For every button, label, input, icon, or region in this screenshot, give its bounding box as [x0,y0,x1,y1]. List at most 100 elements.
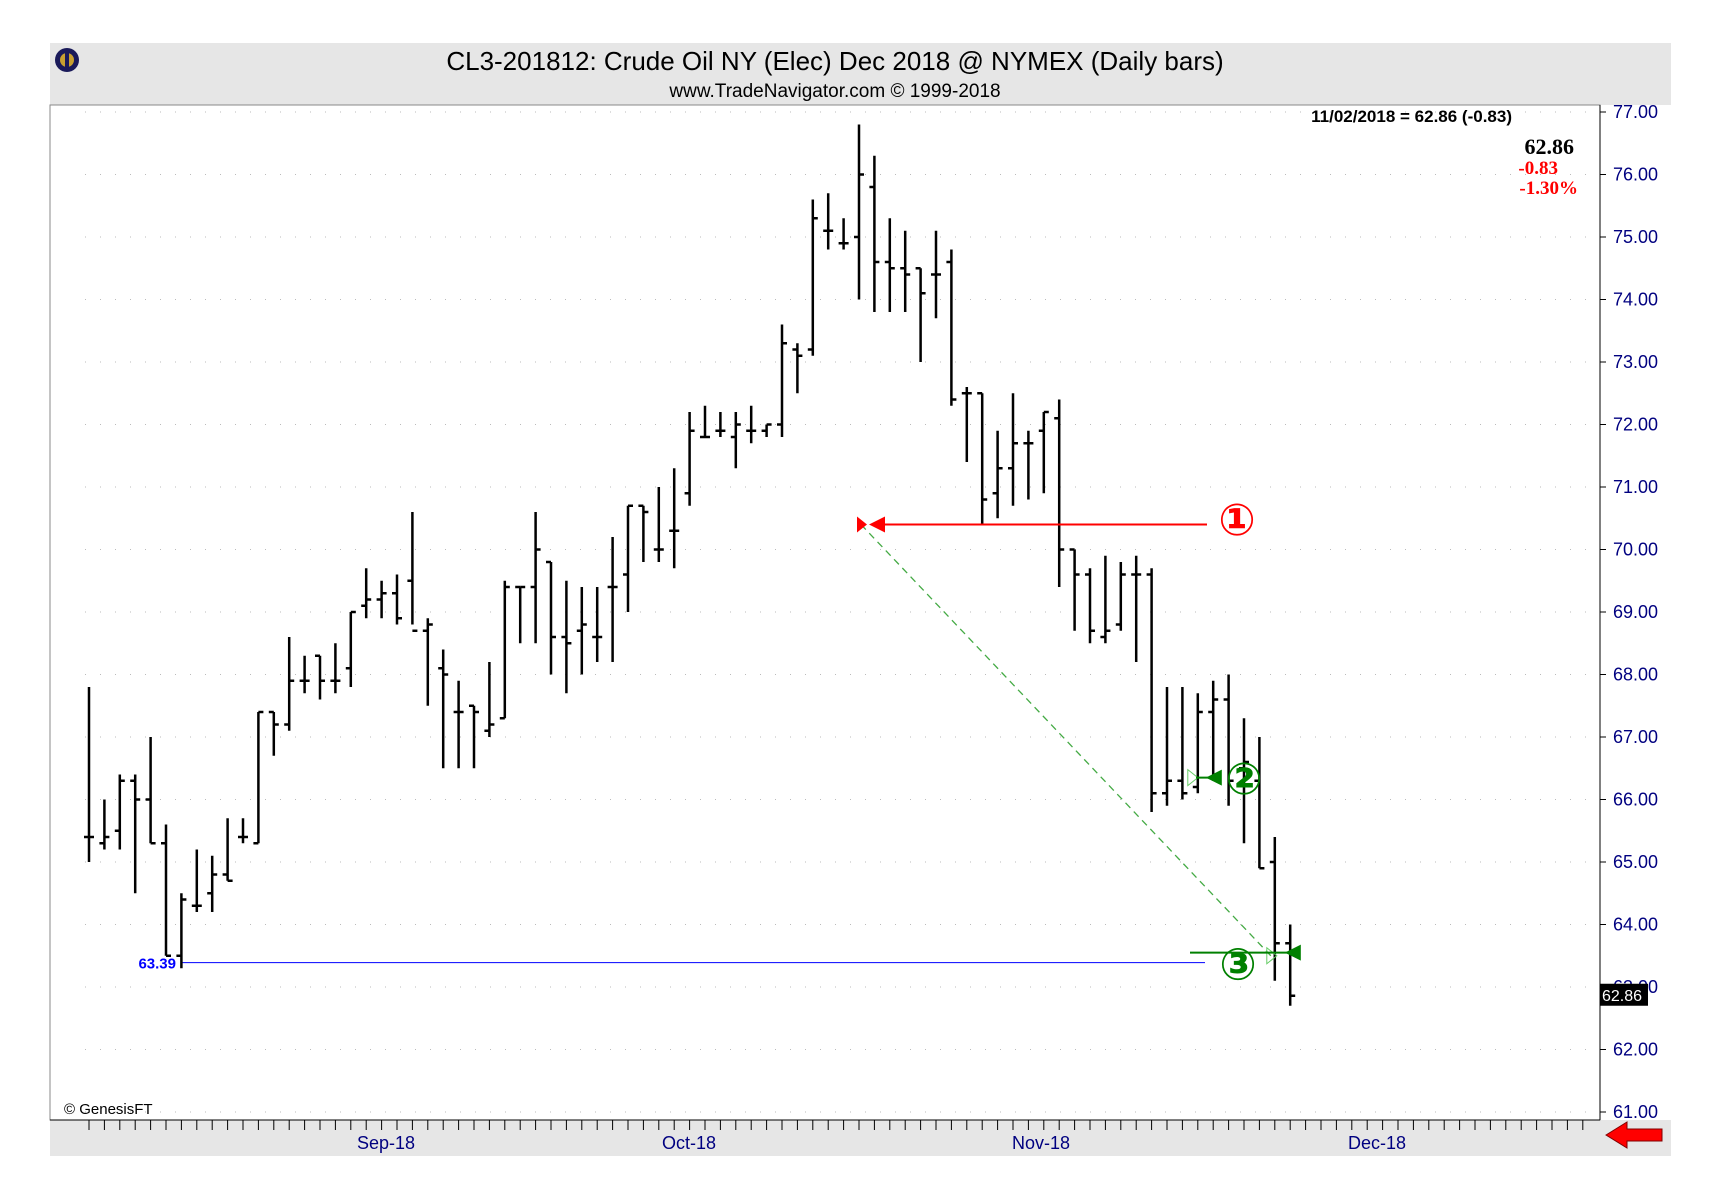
ohlc-bar [807,199,818,356]
ohlc-bar [438,649,449,769]
ohlc-bar [1008,393,1018,506]
chart-title: CL3-201812: Crude Oil NY (Elec) Dec 2018… [446,46,1223,76]
ohlc-bar [854,124,864,300]
y-tick-label: 72.00 [1613,415,1658,435]
ohlc-bar [161,824,171,957]
ohlc-bar [84,687,94,862]
y-tick-label: 67.00 [1613,727,1658,747]
support-layer: 63.39 [138,956,1205,973]
ohlc-bar [145,737,156,845]
ohlc-bar [592,587,603,662]
y-tick-label: 68.00 [1613,665,1658,685]
y-tick-label: 75.00 [1613,227,1658,247]
trade-navigator-logo-icon [55,48,79,72]
readout-summary: 11/02/2018 = 62.86 (-0.83) [1311,107,1512,126]
readout-percent: -1.30% [1519,178,1578,199]
ohlc-bar [1239,718,1249,844]
ohlc-bar [1054,399,1065,587]
ohlc-bar [576,587,587,675]
x-tick-label: Sep-18 [357,1133,415,1153]
last-price-tag [1600,983,1648,1006]
ohlc-bar [730,412,741,469]
ohlc-bar [900,230,911,312]
ohlc-bar [345,610,356,687]
ohlc-bar [1115,562,1126,631]
ohlc-bar [1208,680,1219,781]
ohlc-bar [1146,568,1157,812]
ohlc-bar [114,774,125,850]
ohlc-bar [546,560,556,675]
ohlc-bar [207,855,218,912]
ohlc-bar [1100,555,1111,644]
ohlc-bar [561,580,572,694]
annotation-arrowhead-icon [1284,944,1301,961]
plot-area [49,104,1601,1121]
ohlc-bar [977,392,988,525]
ohlc-bar [299,655,310,694]
ohlc-bar [961,387,972,462]
y-tick-label: 76.00 [1613,165,1658,185]
ohlc-bar [669,468,680,569]
ohlc-bar [992,430,1003,519]
ohlc-bar [1177,687,1188,800]
ohlc-bar [653,487,664,562]
ohlc-bar [253,710,264,845]
y-tick-label: 62.00 [1613,1040,1658,1060]
ohlc-bar [407,512,418,632]
ohlc-bar [315,654,325,700]
ohlc-bar [469,704,479,769]
ohlc-bar [638,504,649,562]
ohlc-bar [515,585,526,644]
annotation-number-label: ③ [1219,940,1256,991]
y-tick-label: 70.00 [1613,540,1658,560]
ohlc-bar [1085,568,1095,644]
annotation-arrowhead-icon [869,516,885,533]
price-axis-panel [1600,105,1671,1120]
ohlc-bar [392,574,402,625]
ohlc-bar [915,267,926,362]
y-tick-label: 64.00 [1613,915,1658,935]
ohlc-bar [946,249,957,406]
ohlc-bar [1254,737,1265,870]
ohlc-bar [884,218,895,312]
ohlc-bar [761,423,772,437]
ohlc-bar [499,580,510,720]
ohlc-bar [1192,693,1203,794]
x-tick-label: Oct-18 [662,1133,716,1153]
ohlc-bar [823,193,834,250]
price-bars [84,124,1296,1006]
readout-change: -0.83 [1518,158,1558,179]
ohlc-bar [361,568,372,619]
ohlc-bar [792,343,803,394]
date-axis: Sep-18 Oct-18 Nov-18 Dec-18 [50,1119,1600,1153]
ohlc-bar [268,710,279,756]
ohlc-bar [1162,687,1172,806]
ohlc-bar [838,218,849,250]
ohlc-bar [869,155,880,312]
y-tick-label: 66.00 [1613,790,1658,810]
ohlc-bar [1069,548,1080,631]
ohlc-bar [1285,924,1296,1006]
scroll-left-arrow-icon[interactable] [1605,1121,1663,1149]
ohlc-bar [700,405,710,439]
ohlc-bar [191,849,202,912]
trendline [860,524,1272,957]
y-tick-label: 65.00 [1613,852,1658,872]
ohlc-bar [1223,674,1234,806]
ohlc-bar [284,637,295,731]
ohlc-bar [1131,555,1142,662]
x-tick-label: Nov-18 [1012,1133,1070,1153]
ohlc-bar [422,618,433,706]
entry-marker-icon [857,516,867,533]
ohlc-bar [931,230,941,319]
ohlc-bar [715,412,726,437]
annotation-number-label: ① [1218,495,1255,546]
ohlc-bar [607,537,618,662]
target-marker-icon [1187,768,1199,787]
y-tick-label: 77.00 [1613,102,1658,122]
annotation-arrowhead-icon [1205,769,1222,786]
ohlc-bar [623,504,633,612]
ohlc-bar [99,799,110,850]
readout-last: 62.86 [1525,134,1575,159]
